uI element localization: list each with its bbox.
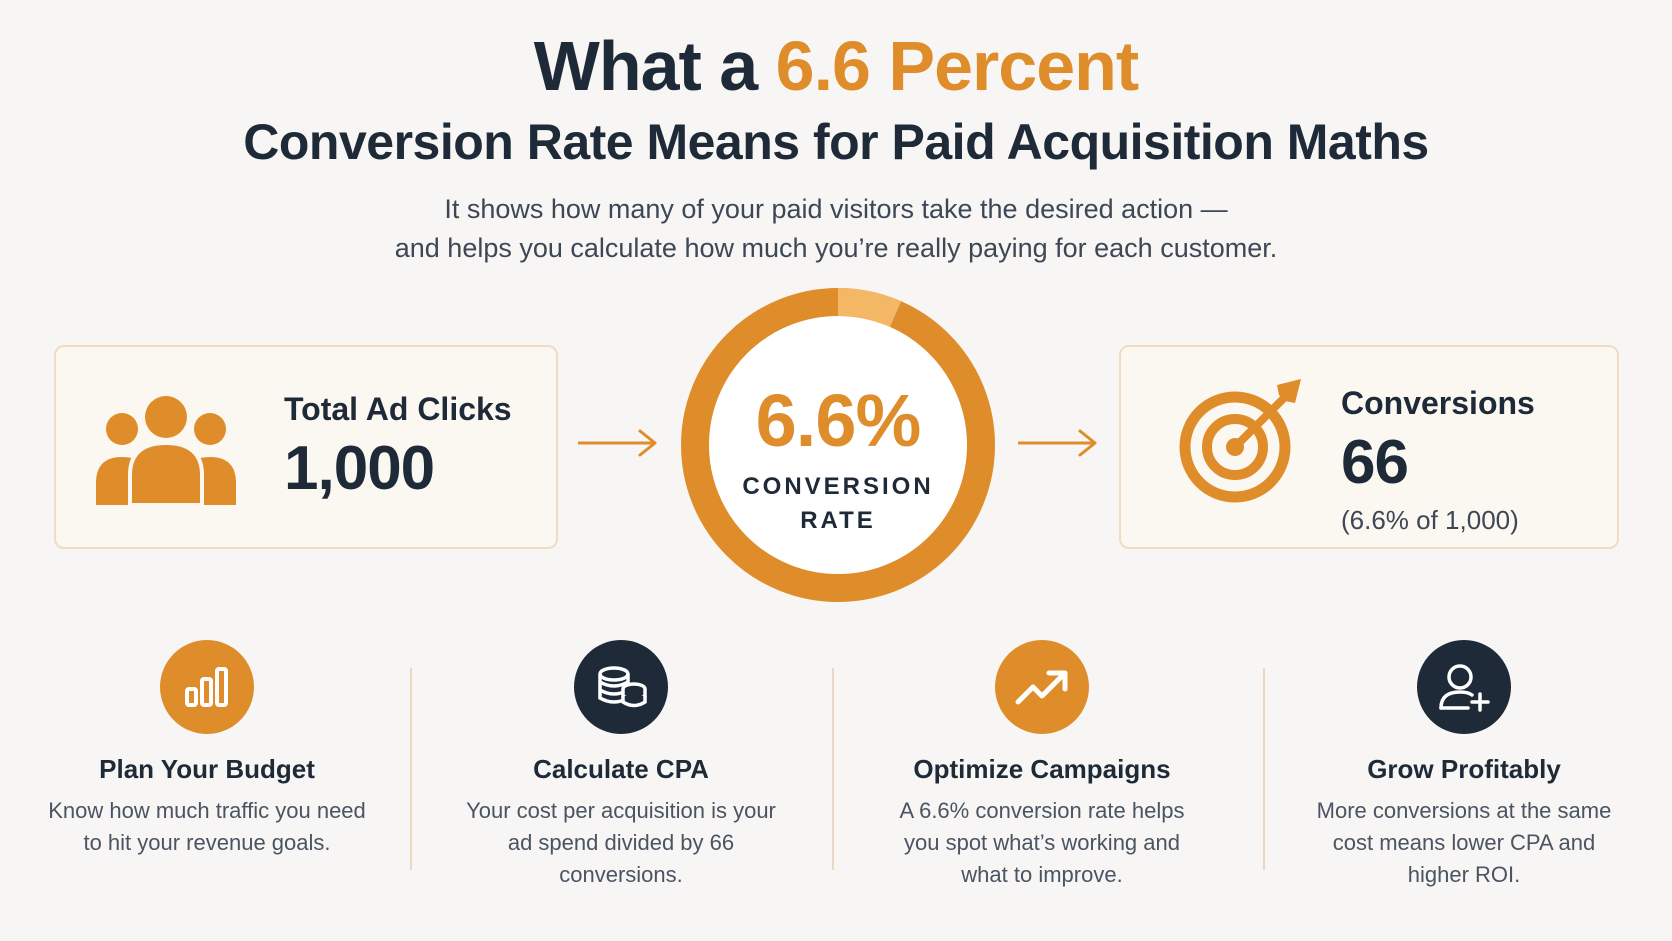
page-title: What a 6.6 Percent	[0, 28, 1672, 105]
column-divider	[1263, 668, 1265, 870]
feature-title: Optimize Campaigns	[913, 754, 1171, 784]
feature-title: Grow Profitably	[1367, 754, 1561, 784]
conversions-label: Conversions	[1341, 385, 1535, 421]
arrow-right-icon	[1018, 429, 1097, 457]
bar-chart-icon	[185, 667, 228, 707]
target-arrow-icon	[1179, 379, 1301, 503]
ring-label-line2: RATE	[800, 507, 876, 534]
subtitle: It shows how many of your paid visitors …	[0, 190, 1672, 268]
feature-title: Calculate CPA	[533, 754, 709, 784]
title-prefix: What a	[533, 27, 776, 105]
feature-text: Your cost per acquisition is your ad spe…	[466, 798, 776, 887]
conversion-rate-value: 6.6%	[755, 379, 922, 462]
conversions-card: Conversions 66 (6.6% of 1,000)	[1119, 345, 1619, 549]
conversion-rate-ring	[681, 288, 995, 602]
arrow-right-icon	[578, 429, 657, 457]
column-divider	[410, 668, 412, 870]
subtitle-line1: It shows how many of your paid visitors …	[444, 194, 1228, 224]
conversions-value: 66	[1341, 428, 1409, 497]
clicks-value: 1,000	[284, 434, 435, 503]
feature-plan-budget: Plan Your Budget Know how much traffic y…	[27, 640, 387, 859]
ring-progress-arc	[837, 288, 902, 328]
feature-badge	[1417, 640, 1511, 734]
feature-optimize-campaigns: Optimize Campaigns A 6.6% conversion rat…	[862, 640, 1222, 891]
conversion-rate-label: CONVERSION RATE	[728, 470, 948, 538]
page-title-line2: Conversion Rate Means for Paid Acquisiti…	[243, 114, 1429, 170]
subtitle-line2: and helps you calculate how much you’re …	[394, 233, 1278, 264]
ring-label-line1: CONVERSION	[742, 473, 934, 500]
clicks-label: Total Ad Clicks	[284, 391, 512, 427]
feature-text: A 6.6% conversion rate helps you spot wh…	[899, 798, 1185, 887]
title-accent: 6.6 Percent	[775, 27, 1140, 105]
feature-badge	[995, 640, 1089, 734]
clicks-card: Total Ad Clicks 1,000	[54, 345, 558, 549]
feature-badge	[160, 640, 254, 734]
users-group-icon	[96, 396, 236, 507]
column-divider	[832, 668, 834, 870]
user-add-icon	[1439, 664, 1490, 712]
feature-text: Know how much traffic you need to hit yo…	[48, 798, 366, 855]
feature-title: Plan Your Budget	[99, 754, 315, 784]
conversions-note: (6.6% of 1,000)	[1341, 505, 1519, 535]
feature-grow-profitably: Grow Profitably More conversions at the …	[1284, 640, 1644, 891]
trend-up-icon	[1015, 670, 1068, 705]
feature-text: More conversions at the same cost means …	[1316, 798, 1612, 887]
feature-badge	[574, 640, 668, 734]
feature-calculate-cpa: Calculate CPA Your cost per acquisition …	[441, 640, 801, 891]
coins-icon	[598, 666, 647, 708]
